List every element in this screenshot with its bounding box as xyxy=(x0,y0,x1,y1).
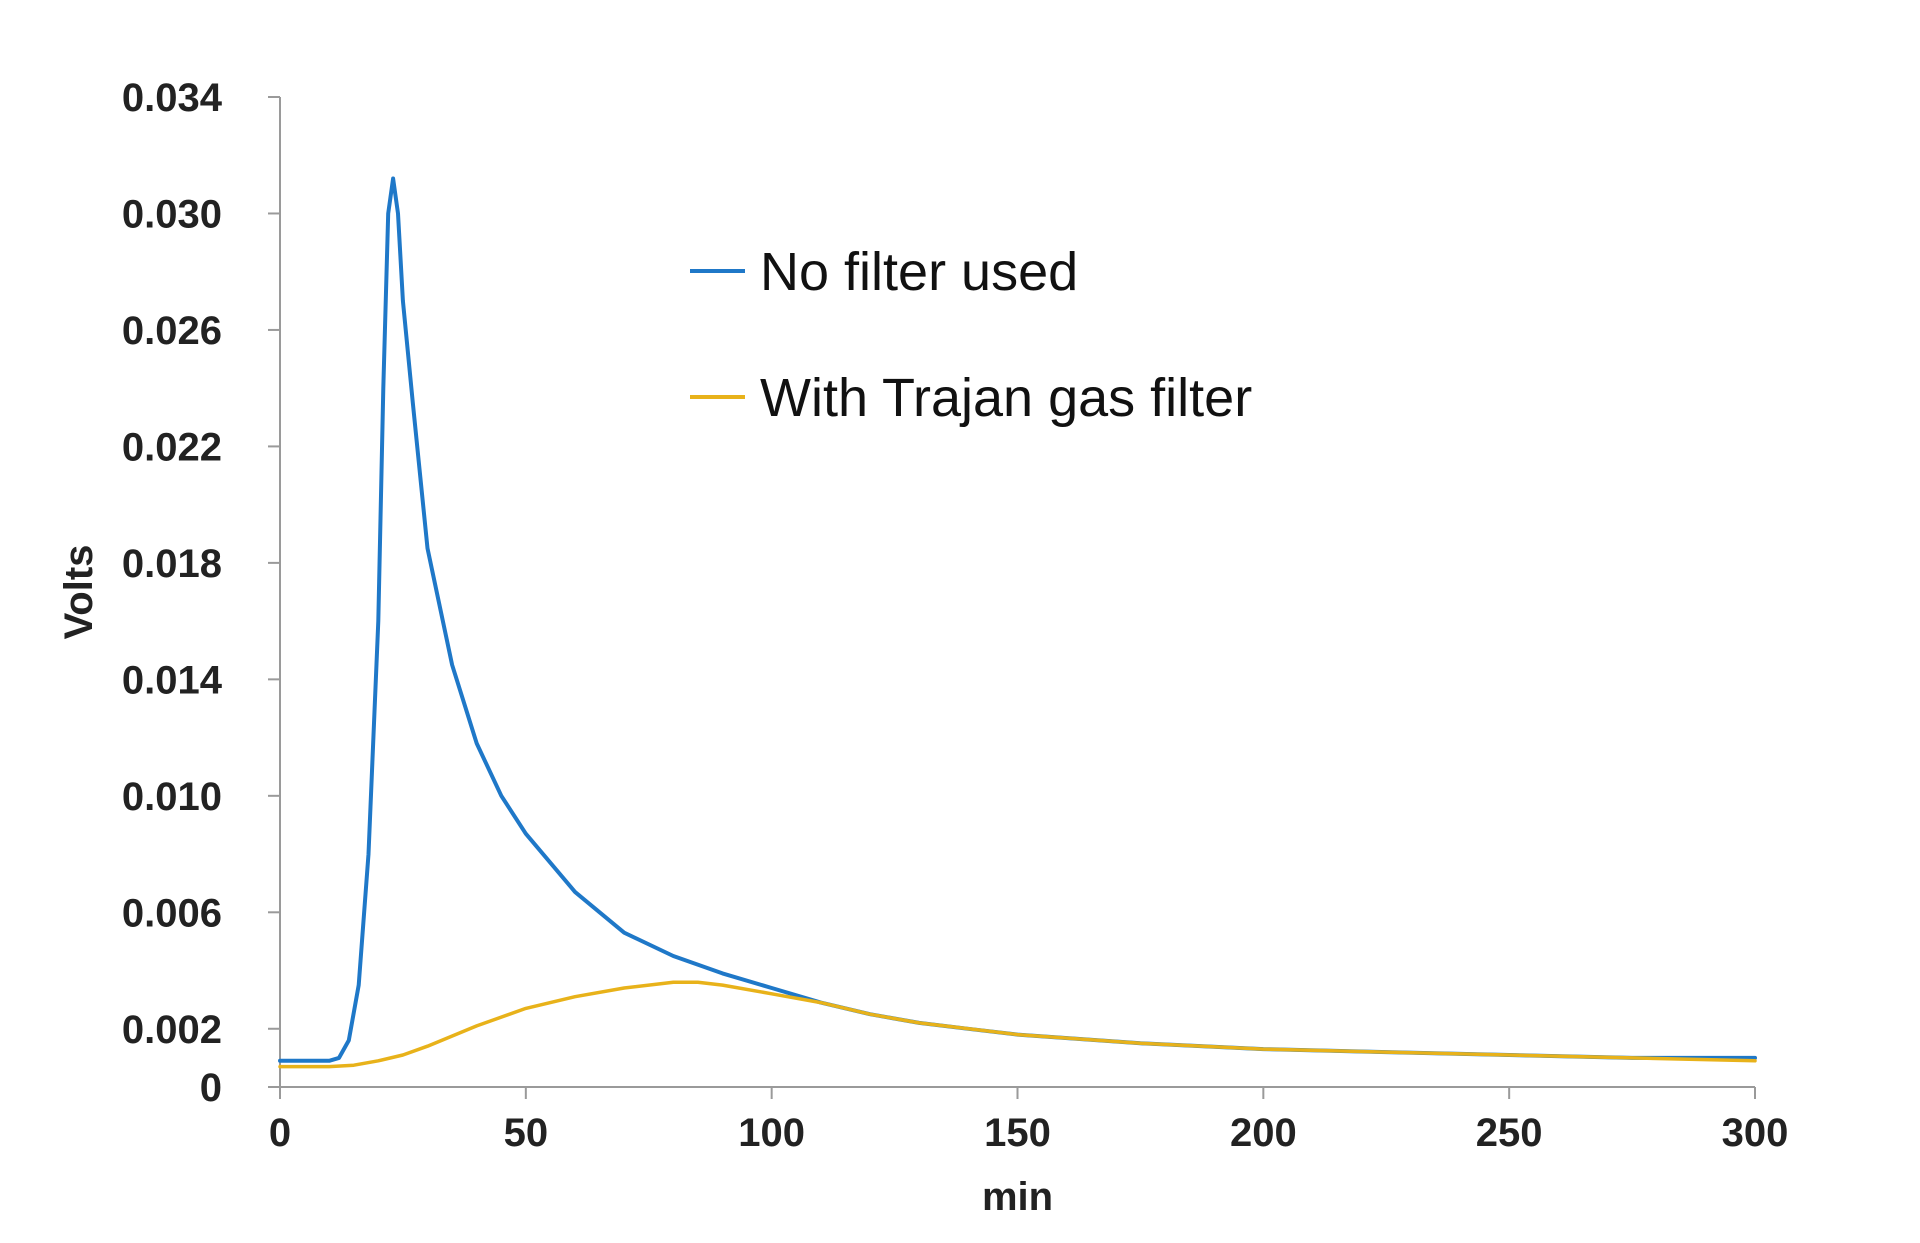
x-tick-label: 100 xyxy=(738,1111,805,1155)
legend: No filter used With Trajan gas filter xyxy=(690,242,1252,428)
y-tick-label: 0.014 xyxy=(122,658,223,702)
y-tick-label: 0.034 xyxy=(122,76,223,120)
y-axis-title: Volts xyxy=(57,545,101,640)
x-axis-title: min xyxy=(982,1175,1053,1219)
y-tick-label: 0.010 xyxy=(122,775,222,819)
x-tick-label: 300 xyxy=(1722,1111,1789,1155)
x-tick-label: 50 xyxy=(504,1111,549,1155)
series-lines xyxy=(278,176,1757,1069)
y-tick-label: 0.022 xyxy=(122,425,222,469)
x-tick-label: 150 xyxy=(984,1111,1051,1155)
series-line-trajan-filter xyxy=(278,980,1757,1069)
y-tick-label: 0.006 xyxy=(122,891,222,935)
legend-label-trajan-filter: With Trajan gas filter xyxy=(760,368,1252,428)
legend-label-no-filter: No filter used xyxy=(760,242,1078,302)
y-tick-label: 0 xyxy=(200,1066,222,1110)
y-tick-label: 0.026 xyxy=(122,309,222,353)
series-line-no-filter xyxy=(278,176,1757,1063)
x-axis-ticks: 0 50 100 150 200 250 300 xyxy=(269,1087,1789,1155)
y-tick-label: 0.018 xyxy=(122,542,222,586)
x-tick-label: 0 xyxy=(269,1111,291,1155)
y-tick-label: 0.002 xyxy=(122,1008,222,1052)
y-tick-label: 0.030 xyxy=(122,192,222,236)
x-tick-label: 200 xyxy=(1230,1111,1297,1155)
x-tick-label: 250 xyxy=(1476,1111,1543,1155)
y-axis-ticks: 0 0.002 0.006 0.010 0.014 0.018 0.022 0.026 0.03… xyxy=(122,76,280,1110)
